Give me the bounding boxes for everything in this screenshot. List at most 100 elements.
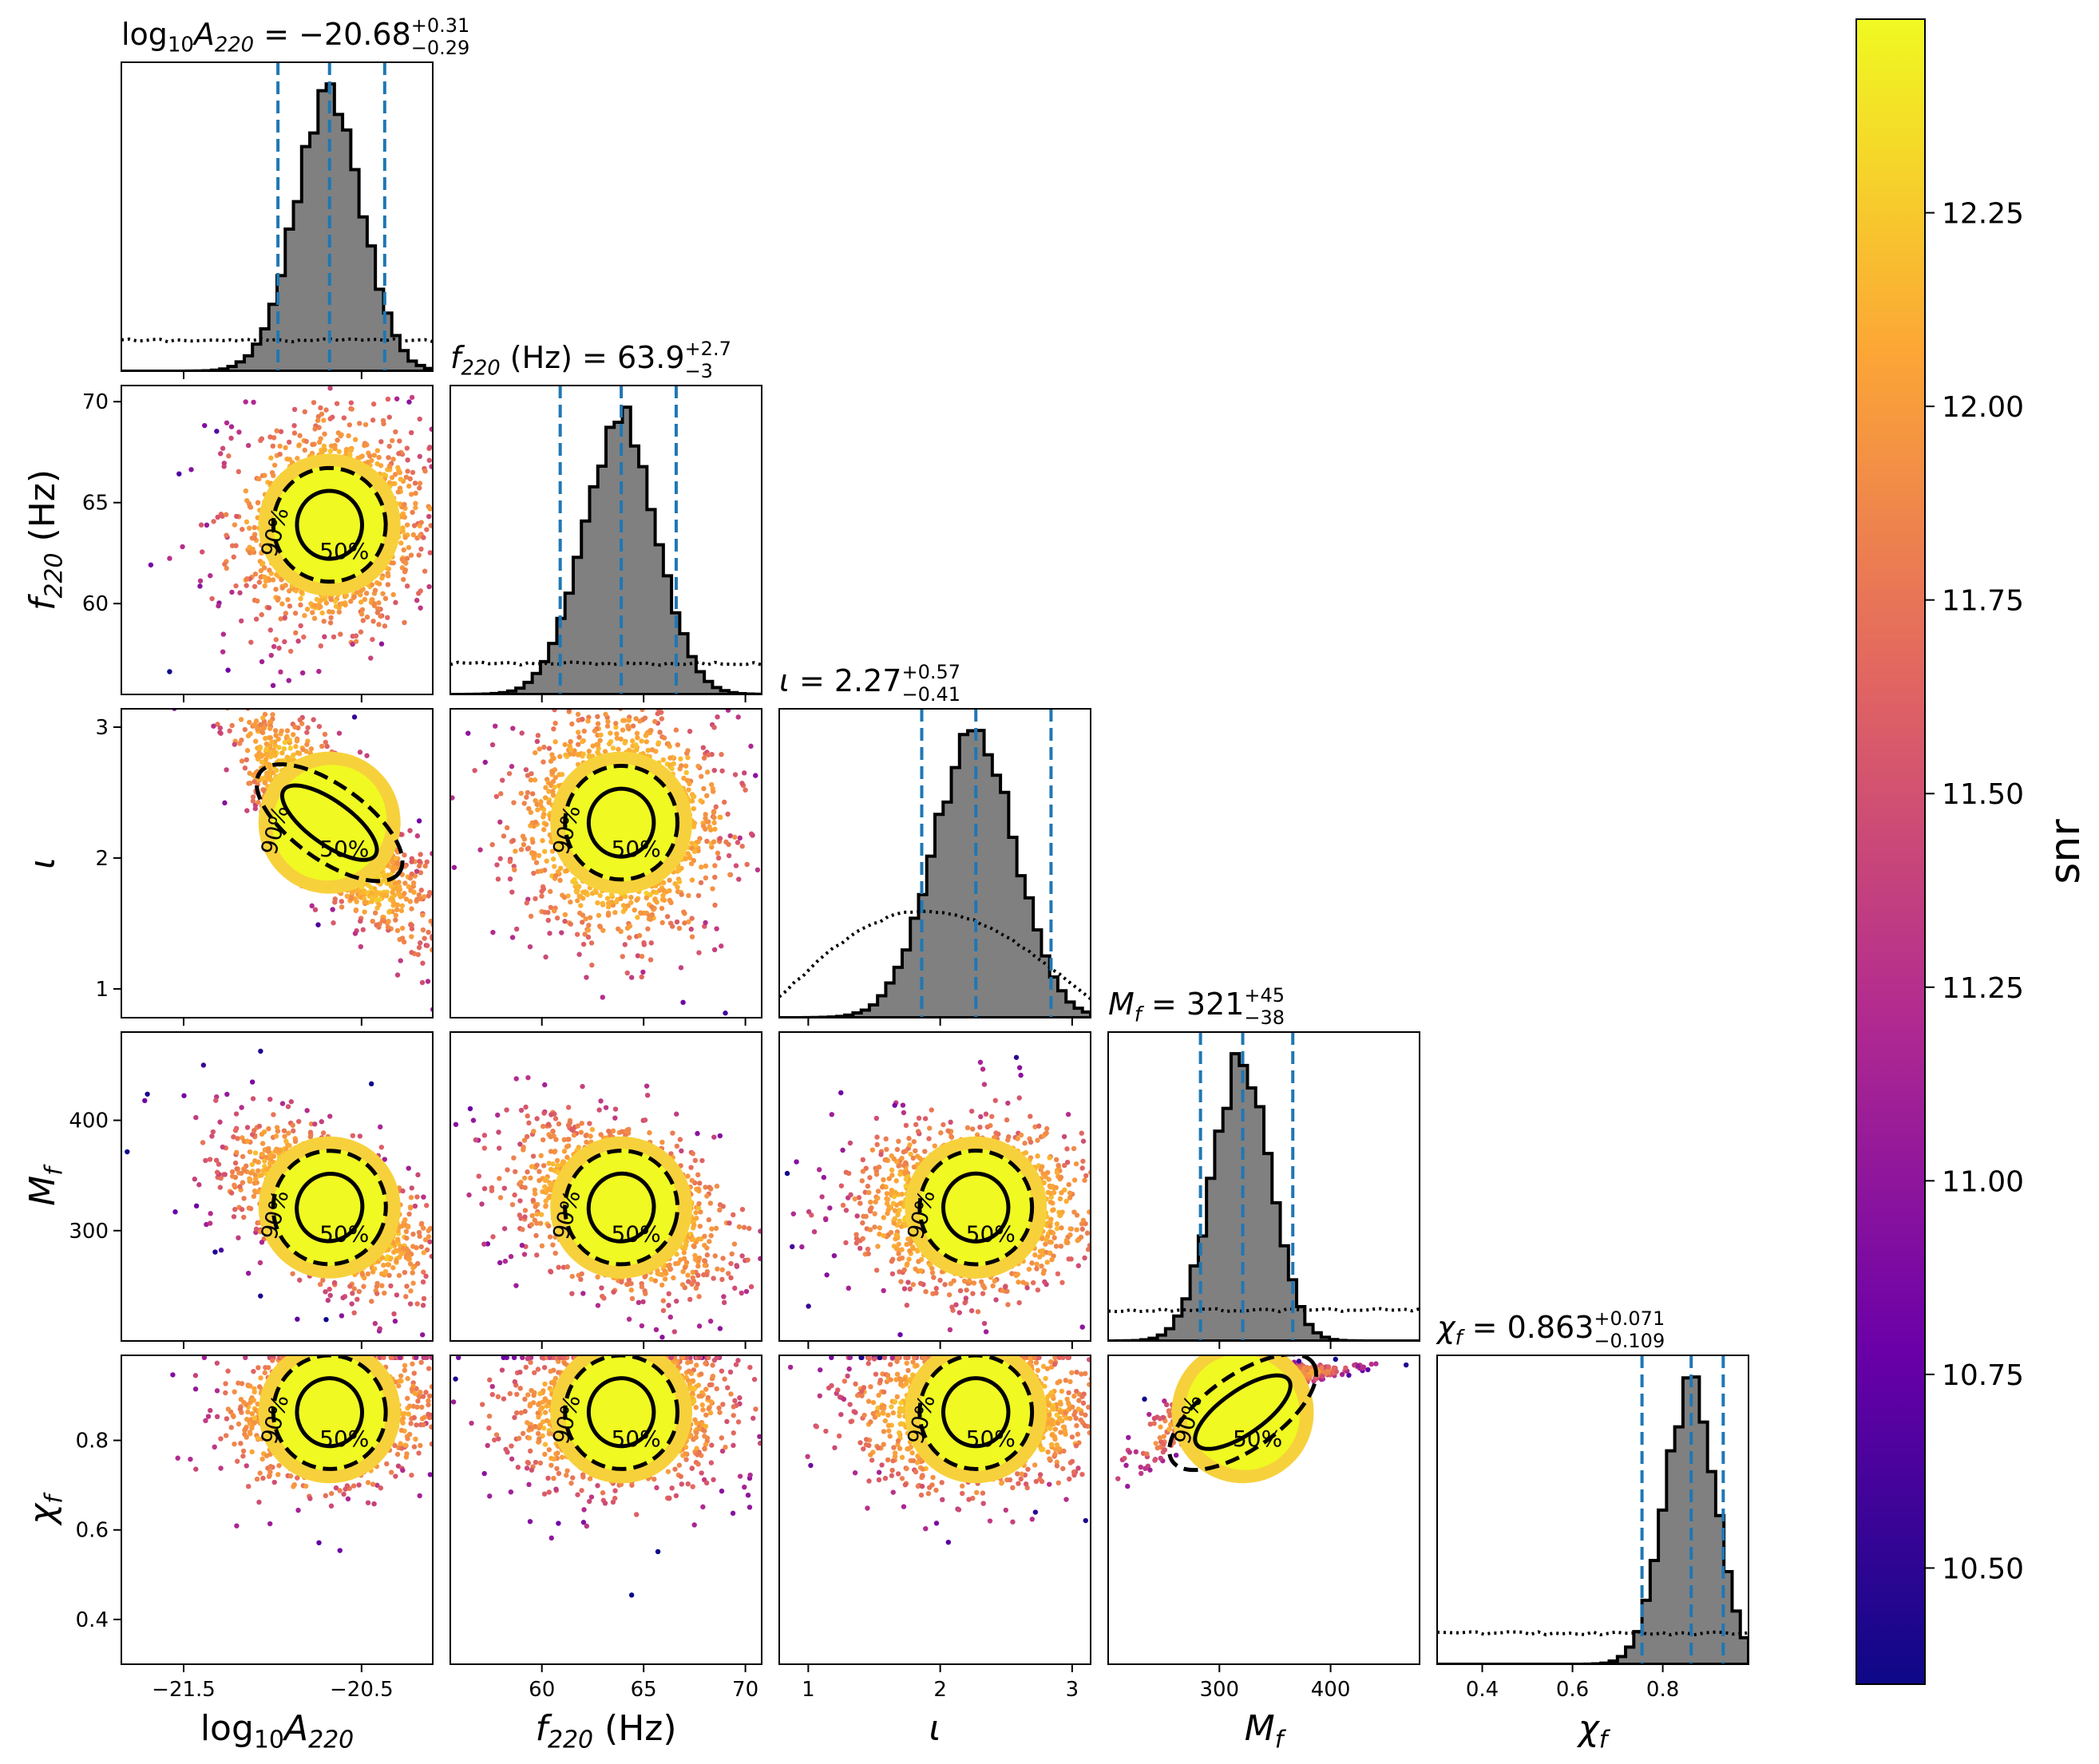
scatter-point [259, 436, 265, 441]
scatter-point [546, 800, 552, 805]
scatter-point [242, 726, 248, 733]
scatter-point [336, 609, 343, 615]
scatter-point [267, 726, 273, 731]
scatter-point [250, 798, 256, 804]
scatter-point [586, 753, 592, 758]
scatter-point [470, 628, 475, 633]
scatter-point [357, 421, 362, 426]
scatter-point [248, 639, 254, 645]
scatter-point [438, 452, 443, 457]
scatter-point [419, 979, 426, 986]
scatter-point [618, 896, 624, 902]
scatter-point [395, 489, 402, 495]
scatter-point [255, 799, 261, 805]
scatter-point [526, 805, 532, 812]
scatter-point [426, 457, 432, 463]
scatter-point [321, 443, 327, 449]
scatter-point [220, 631, 227, 637]
scatter-point [338, 631, 343, 637]
scatter-point [248, 780, 253, 786]
scatter-point [336, 730, 343, 736]
scatter-point [418, 888, 424, 893]
scatter-point [352, 931, 358, 936]
scatter-point [535, 733, 541, 738]
scatter-point [401, 547, 406, 553]
scatter-point [580, 941, 587, 947]
scatter-point [195, 662, 200, 667]
scatter-point [240, 526, 245, 532]
scatter-point [442, 484, 446, 488]
scatter-point [227, 728, 232, 734]
scatter-point [698, 797, 703, 804]
scatter-point [408, 552, 414, 558]
panel-title-log10A220: log10A220​ = −20.68+0.31 [121, 14, 469, 57]
scatter-point [386, 414, 392, 420]
y-tick-label: 1 [95, 978, 109, 1002]
scatter-point [378, 439, 384, 445]
scatter-point [644, 890, 649, 896]
scatter-point [380, 591, 386, 596]
scatter-point [511, 800, 517, 805]
scatter-point [585, 927, 592, 933]
scatter-point [704, 769, 711, 775]
scatter-point [531, 870, 537, 876]
scatter-point [299, 589, 304, 595]
scatter-point [287, 648, 294, 655]
scatter-point [236, 429, 242, 435]
scatter-point [263, 735, 268, 742]
scatter-point [389, 475, 395, 481]
scatter-point [231, 554, 236, 560]
scatter-point [398, 958, 403, 963]
scatter-point [580, 896, 586, 901]
scatter-point [416, 892, 422, 898]
scatter-point [748, 743, 754, 750]
scatter-point [393, 599, 398, 606]
scatter-point [348, 447, 354, 453]
scatter-point [404, 522, 410, 528]
scatter-point [675, 742, 681, 748]
scatter-point [224, 767, 229, 773]
scatter-point [339, 904, 345, 910]
scatter-point [445, 989, 450, 994]
scatter-point [404, 445, 410, 451]
scatter-point [362, 888, 367, 894]
scatter-point [226, 453, 232, 459]
scatter-point [382, 623, 388, 629]
scatter-point [293, 744, 299, 750]
scatter-point [278, 616, 283, 622]
scatter-point [263, 697, 267, 702]
scatter-point [633, 742, 639, 748]
scatter-point [531, 855, 537, 861]
scatter-point [244, 519, 250, 525]
scatter-point [584, 702, 588, 706]
scatter-point [418, 605, 423, 611]
scatter-point [239, 758, 245, 764]
scatter-point [490, 929, 496, 935]
scatter-point [330, 907, 335, 912]
scatter-point [339, 601, 345, 607]
scatter-point [250, 794, 256, 800]
scatter-point [247, 550, 253, 556]
scatter-point [568, 899, 573, 905]
scatter-point [376, 454, 382, 461]
scatter-point [217, 730, 223, 735]
scatter-point [409, 492, 414, 497]
scatter-point [701, 785, 707, 792]
scatter-point [362, 900, 369, 905]
scatter-point [255, 656, 259, 661]
scatter-point [232, 522, 238, 528]
scatter-point [360, 927, 366, 932]
scatter-point [335, 437, 340, 443]
scatter-point [322, 431, 327, 437]
scatter-point [258, 568, 264, 574]
scatter-point [252, 738, 259, 744]
scatter-point [521, 801, 527, 806]
scatter-point [529, 648, 534, 653]
scatter-point [279, 750, 285, 756]
scatter-point [616, 746, 621, 752]
scatter-point [301, 634, 307, 640]
scatter-point [451, 864, 457, 870]
scatter-point [167, 669, 172, 674]
scatter-point [465, 428, 470, 433]
scatter-point [701, 755, 707, 761]
